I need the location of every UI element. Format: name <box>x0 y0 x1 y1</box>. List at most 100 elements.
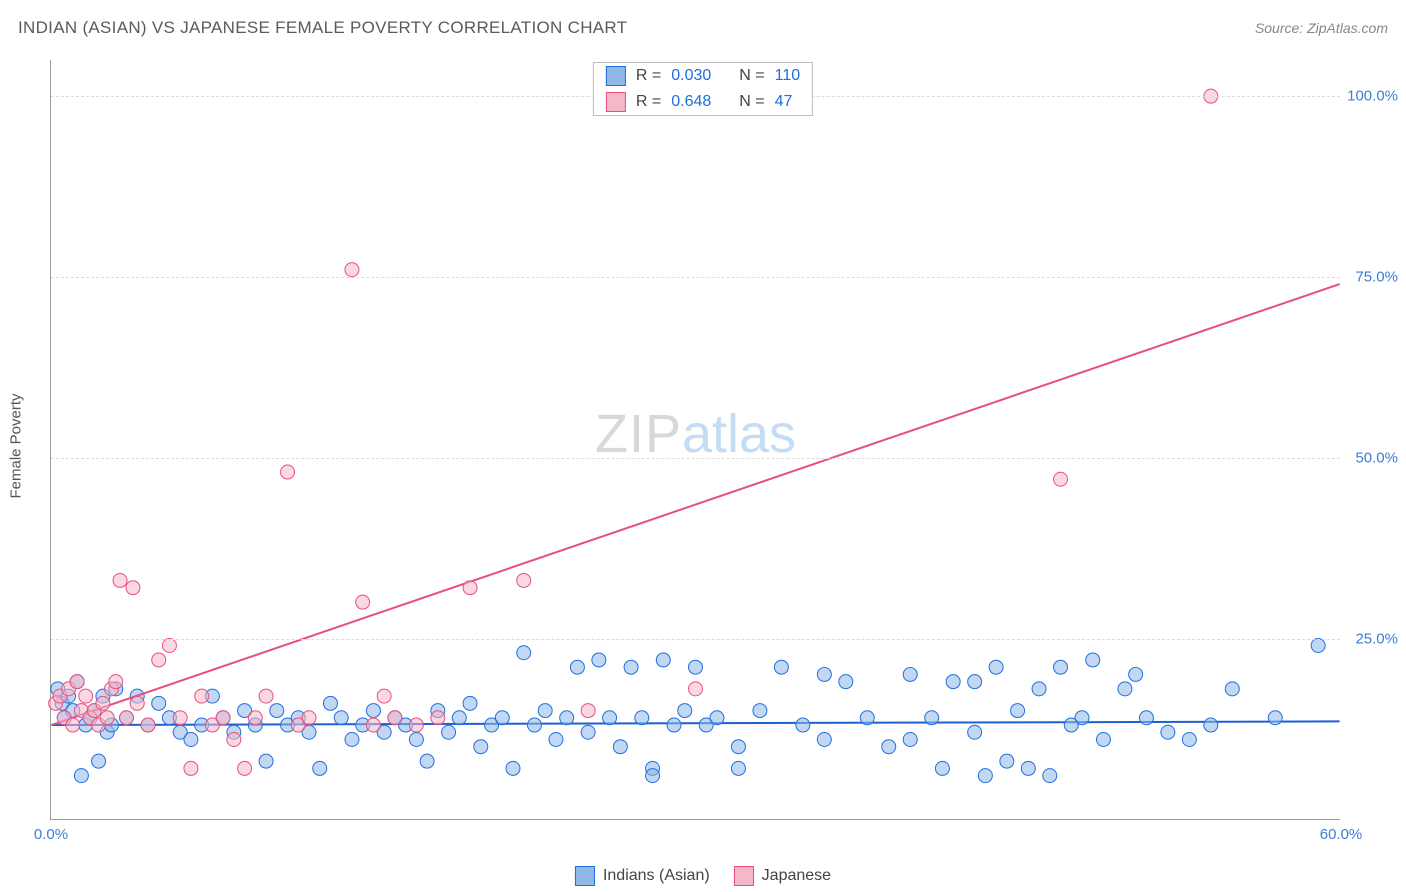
data-point <box>968 725 982 739</box>
data-point <box>431 711 445 725</box>
gridline <box>51 458 1340 459</box>
data-point <box>1268 711 1282 725</box>
data-point <box>442 725 456 739</box>
data-point <box>1118 682 1132 696</box>
data-point <box>162 639 176 653</box>
legend-label-japanese: Japanese <box>762 867 831 885</box>
data-point <box>216 711 230 725</box>
data-point <box>120 711 134 725</box>
chart-title: INDIAN (ASIAN) VS JAPANESE FEMALE POVERT… <box>18 18 627 38</box>
data-point <box>517 573 531 587</box>
data-point <box>152 696 166 710</box>
data-point <box>345 263 359 277</box>
data-point <box>184 761 198 775</box>
data-point <box>1054 472 1068 486</box>
data-point <box>463 696 477 710</box>
data-point <box>817 732 831 746</box>
stats-row-0: R = 0.030 N = 110 <box>594 63 812 89</box>
data-point <box>689 682 703 696</box>
data-point <box>474 740 488 754</box>
stats-n-value-1: 47 <box>775 93 793 111</box>
bottom-legend: Indians (Asian) Japanese <box>575 866 831 886</box>
data-point <box>549 732 563 746</box>
legend-swatch-indians <box>575 866 595 886</box>
stats-box: R = 0.030 N = 110 R = 0.648 N = 47 <box>593 62 813 116</box>
gridline <box>51 277 1340 278</box>
data-point <box>1129 667 1143 681</box>
data-point <box>903 667 917 681</box>
data-point <box>946 675 960 689</box>
data-point <box>152 653 166 667</box>
chart-svg <box>51 60 1340 819</box>
data-point <box>1096 732 1110 746</box>
data-point <box>126 581 140 595</box>
data-point <box>603 711 617 725</box>
stats-r-value-1: 0.648 <box>671 93 711 111</box>
data-point <box>774 660 788 674</box>
data-point <box>860 711 874 725</box>
data-point <box>100 711 114 725</box>
data-point <box>527 718 541 732</box>
data-point <box>656 653 670 667</box>
stats-n-label-0: N = <box>739 67 764 85</box>
data-point <box>270 704 284 718</box>
data-point <box>227 732 241 746</box>
data-point <box>1000 754 1014 768</box>
data-point <box>581 704 595 718</box>
data-point <box>302 711 316 725</box>
ytick-label: 50.0% <box>1355 450 1398 467</box>
data-point <box>345 732 359 746</box>
data-point <box>978 769 992 783</box>
data-point <box>1011 704 1025 718</box>
data-point <box>1182 732 1196 746</box>
trend-line <box>51 284 1339 725</box>
data-point <box>689 660 703 674</box>
data-point <box>1139 711 1153 725</box>
xtick-label: 0.0% <box>34 826 68 843</box>
data-point <box>613 740 627 754</box>
data-point <box>1161 725 1175 739</box>
ytick-label: 25.0% <box>1355 631 1398 648</box>
legend-label-indians: Indians (Asian) <box>603 867 710 885</box>
data-point <box>495 711 509 725</box>
legend-item-indians: Indians (Asian) <box>575 866 710 886</box>
data-point <box>366 704 380 718</box>
stats-swatch-1 <box>606 92 626 112</box>
data-point <box>259 689 273 703</box>
data-point <box>356 595 370 609</box>
data-point <box>517 646 531 660</box>
stats-r-value-0: 0.030 <box>671 67 711 85</box>
data-point <box>731 761 745 775</box>
data-point <box>70 675 84 689</box>
data-point <box>463 581 477 595</box>
data-point <box>646 769 660 783</box>
data-point <box>74 769 88 783</box>
data-point <box>592 653 606 667</box>
data-point <box>570 660 584 674</box>
data-point <box>817 667 831 681</box>
data-point <box>1054 660 1068 674</box>
data-point <box>1086 653 1100 667</box>
data-point <box>839 675 853 689</box>
data-point <box>377 689 391 703</box>
data-point <box>882 740 896 754</box>
data-point <box>538 704 552 718</box>
data-point <box>753 704 767 718</box>
data-point <box>195 689 209 703</box>
stats-swatch-0 <box>606 66 626 86</box>
data-point <box>248 711 262 725</box>
data-point <box>452 711 466 725</box>
data-point <box>635 711 649 725</box>
data-point <box>92 754 106 768</box>
data-point <box>334 711 348 725</box>
data-point <box>1225 682 1239 696</box>
data-point <box>506 761 520 775</box>
data-point <box>281 465 295 479</box>
data-point <box>130 696 144 710</box>
source-label: Source: ZipAtlas.com <box>1255 20 1388 36</box>
stats-r-label-0: R = <box>636 67 661 85</box>
gridline <box>51 639 1340 640</box>
stats-n-value-0: 110 <box>775 67 801 85</box>
data-point <box>409 732 423 746</box>
data-point <box>925 711 939 725</box>
